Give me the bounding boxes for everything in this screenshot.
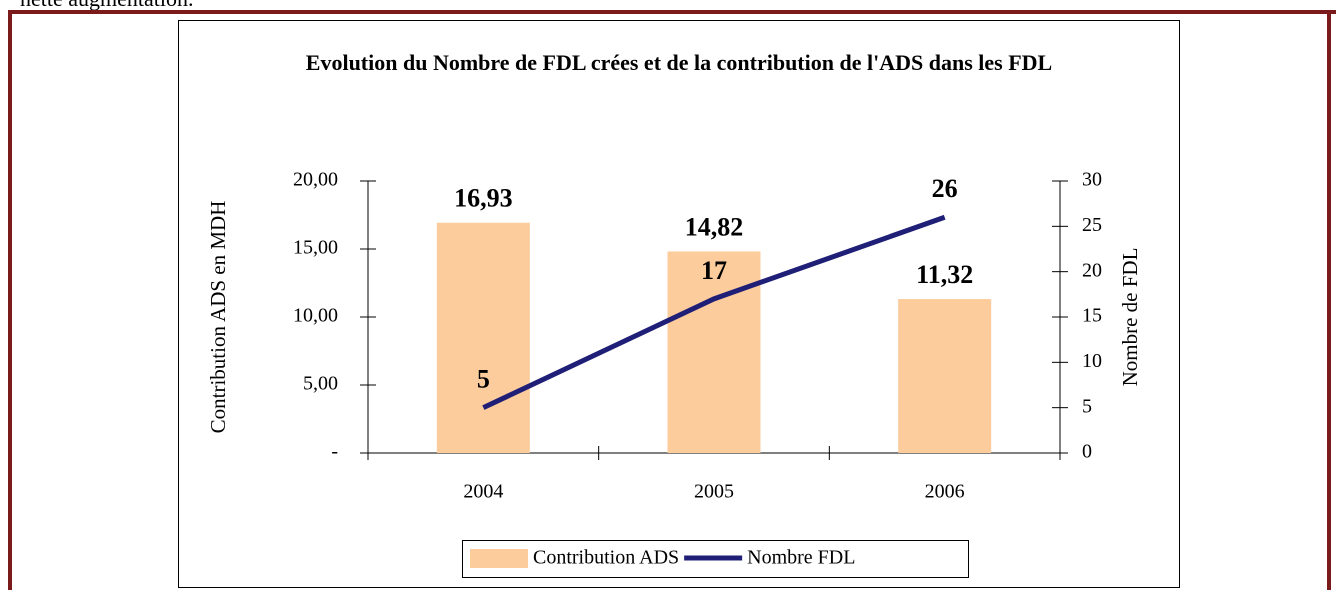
line-value-label: 5 <box>477 365 490 394</box>
legend-label: Nombre FDL <box>747 547 855 569</box>
legend-label: Contribution ADS <box>533 547 679 569</box>
line-value-label: 26 <box>932 174 958 203</box>
y-tick-label: - <box>331 441 338 463</box>
bar-value-label: 11,32 <box>916 260 973 289</box>
document-text: nette augmentation. <box>20 0 194 12</box>
chart-title: Evolution du Nombre de FDL crées et de l… <box>305 50 1053 75</box>
y2-tick-label: 15 <box>1082 305 1102 327</box>
y2-tick-label: 20 <box>1082 259 1102 281</box>
bar <box>436 222 530 453</box>
bar <box>667 251 761 453</box>
y-tick-label: 10,00 <box>293 305 338 327</box>
line-value-label: 17 <box>701 256 727 285</box>
x-tick-label: 2005 <box>694 481 734 503</box>
y-axis-title: Contribution ADS en MDH <box>206 201 230 434</box>
x-tick-label: 2004 <box>463 481 503 503</box>
line <box>482 214 946 410</box>
y2-tick-label: 30 <box>1082 169 1102 191</box>
y2-tick-label: 25 <box>1082 214 1102 236</box>
y-tick-label: 15,00 <box>293 237 338 259</box>
y-tick-label: 20,00 <box>293 169 338 191</box>
bar-value-label: 14,82 <box>685 212 744 241</box>
y2-tick-label: 10 <box>1082 350 1102 372</box>
y2-tick-label: 0 <box>1082 441 1092 463</box>
bar <box>898 299 992 453</box>
bar-value-label: 16,93 <box>454 184 513 213</box>
y-tick-label: 5,00 <box>303 373 338 395</box>
x-tick-label: 2006 <box>925 481 965 503</box>
y2-tick-label: 5 <box>1082 395 1092 417</box>
y2-axis-title: Nombre de FDL <box>1118 248 1142 387</box>
legend-swatch <box>470 549 528 568</box>
